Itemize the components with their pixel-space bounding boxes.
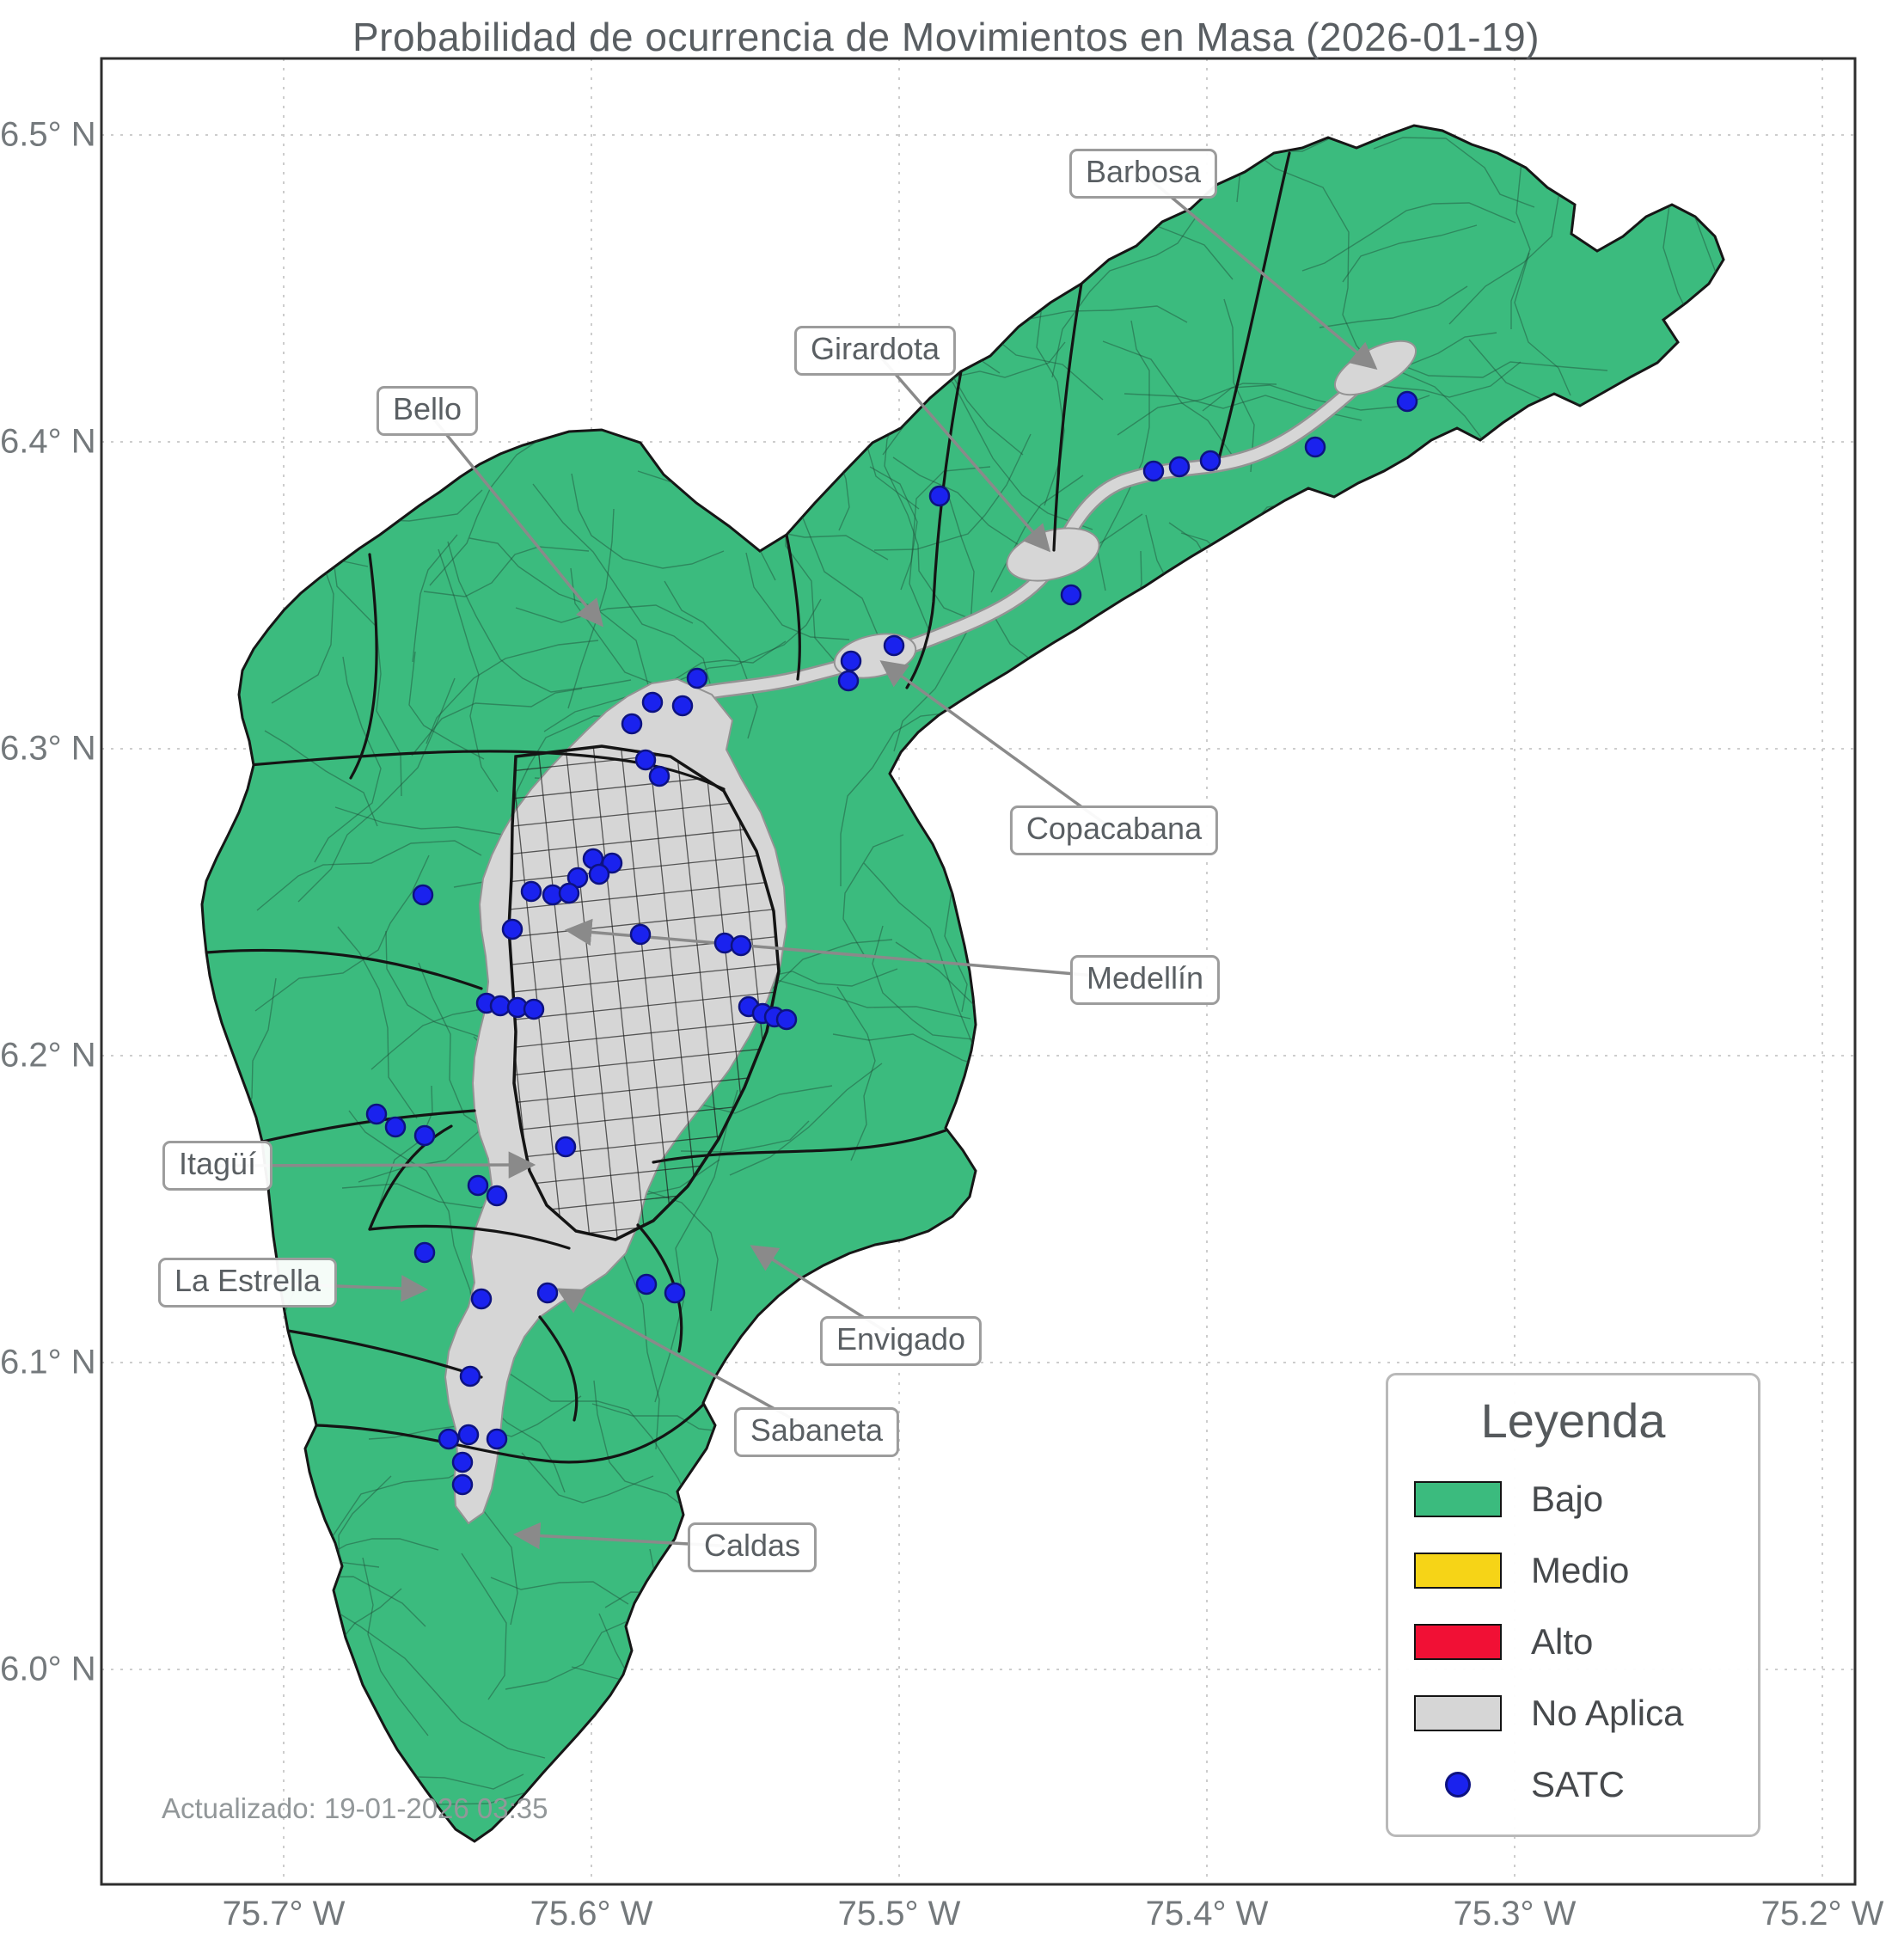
- satc-point: [883, 634, 905, 657]
- satc-point: [470, 1288, 493, 1310]
- satc-point: [459, 1365, 481, 1387]
- satc-point: [501, 918, 524, 940]
- x-tick-label: 75.6° W: [530, 1895, 653, 1932]
- satc-point: [634, 749, 657, 771]
- legend-title: Leyenda: [1480, 1393, 1666, 1448]
- legend-label-bajo: Bajo: [1531, 1479, 1604, 1519]
- y-tick-label: 6.0° N: [0, 1650, 96, 1688]
- annotation-label-caldas: Caldas: [687, 1522, 817, 1572]
- satc-point: [664, 1282, 686, 1304]
- legend-label-medio: Medio: [1531, 1550, 1630, 1590]
- satc-point: [486, 1428, 508, 1450]
- annotation-label-barbosa: Barbosa: [1068, 149, 1218, 199]
- satc-point: [730, 934, 752, 957]
- legend-item-bajo: Bajo: [1414, 1479, 1758, 1520]
- legend-item-medio: Medio: [1414, 1550, 1758, 1591]
- annotation-label-sabaneta: Sabaneta: [733, 1407, 900, 1457]
- satc-point: [413, 1124, 436, 1147]
- annotation-label-la-estrella: La Estrella: [157, 1258, 338, 1308]
- y-tick-label: 6.4° N: [0, 422, 96, 461]
- satc-point: [840, 650, 862, 672]
- annotation-arrow-medellin: [564, 918, 1146, 982]
- satc-point: [775, 1008, 798, 1031]
- annotation-arrow-bello: [426, 409, 603, 628]
- chart-title: Probabilidad de ocurrencia de Movimiento…: [352, 15, 1540, 59]
- satc-points: [365, 390, 1418, 1496]
- satc-point: [837, 670, 860, 692]
- plot-border: [100, 57, 1857, 1886]
- satc-point: [588, 863, 610, 885]
- annotation-label-copacabana: Copacabana: [1009, 805, 1219, 855]
- legend-swatch-bajo: [1414, 1481, 1502, 1517]
- annotation-label-medellin: Medellín: [1069, 955, 1221, 1005]
- x-tick-label: 75.2° W: [1760, 1895, 1884, 1932]
- satc-point: [412, 884, 434, 906]
- satc-point: [523, 998, 545, 1020]
- satc-point: [438, 1428, 460, 1450]
- satc-point: [365, 1103, 388, 1125]
- satc-point: [486, 1185, 508, 1207]
- satc-point: [641, 691, 664, 714]
- satc-point: [629, 923, 652, 946]
- municipality-borders: [205, 151, 1291, 1464]
- satc-point: [1142, 460, 1165, 482]
- y-tick-label: 6.1° N: [0, 1343, 96, 1381]
- satc-point: [520, 880, 542, 903]
- annotation-label-girardota: Girardota: [793, 326, 957, 376]
- legend-label-no-aplica: No Aplica: [1531, 1693, 1684, 1733]
- legend-item-satc: SATC: [1414, 1764, 1758, 1805]
- legend-item-no-aplica: No Aplica: [1414, 1693, 1758, 1734]
- updated-timestamp: Actualizado: 19-01-2026 03:35: [162, 1792, 548, 1824]
- annotation-arrow-barbosa: [1142, 172, 1378, 371]
- legend-label-alto: Alto: [1531, 1621, 1594, 1662]
- annotation-label-envigado: Envigado: [819, 1316, 983, 1366]
- annotation-label-bello: Bello: [376, 386, 479, 436]
- legend-items: Bajo Medio Alto No Aplica SATC: [1414, 1479, 1758, 1805]
- legend: Leyenda Bajo Medio Alto No Aplica SATC: [1386, 1373, 1760, 1837]
- satc-point: [635, 1273, 658, 1295]
- satc-point: [1060, 584, 1082, 606]
- y-tick-label: 6.2° N: [0, 1036, 96, 1075]
- satc-point: [671, 695, 694, 717]
- satc-point: [648, 765, 670, 787]
- legend-dot-satc: [1445, 1772, 1471, 1798]
- satc-point: [1396, 390, 1418, 413]
- satc-point: [413, 1241, 436, 1264]
- satc-point: [1168, 456, 1191, 478]
- satc-point: [621, 713, 643, 735]
- satc-point: [554, 1136, 577, 1158]
- satc-point: [558, 882, 580, 904]
- y-tick-label: 6.3° N: [0, 729, 96, 768]
- satc-point: [489, 995, 511, 1017]
- legend-item-alto: Alto: [1414, 1621, 1758, 1663]
- legend-label-satc: SATC: [1531, 1764, 1625, 1804]
- satc-point: [457, 1424, 480, 1446]
- annotation-arrow-girardota: [873, 349, 1051, 553]
- legend-dot-wrap: [1414, 1772, 1502, 1798]
- satc-point: [1199, 450, 1222, 472]
- legend-swatch-no-aplica: [1414, 1695, 1502, 1731]
- satc-point: [686, 667, 708, 689]
- legend-swatch-alto: [1414, 1624, 1502, 1660]
- satc-point: [536, 1282, 559, 1304]
- annotation-arrow-copacabana: [879, 660, 1116, 832]
- x-tick-label: 75.5° W: [837, 1895, 961, 1932]
- annotation-label-itagui: Itagüí: [162, 1141, 273, 1191]
- y-tick-label: 6.5° N: [0, 115, 96, 154]
- satc-point: [467, 1174, 489, 1197]
- satc-point: [451, 1473, 474, 1496]
- satc-point: [928, 485, 951, 507]
- satc-point: [451, 1451, 474, 1473]
- satc-point: [1304, 436, 1326, 458]
- x-tick-label: 75.7° W: [222, 1895, 346, 1932]
- x-tick-label: 75.3° W: [1453, 1895, 1577, 1932]
- urban-area-northwest: [306, 488, 373, 518]
- satc-point: [384, 1116, 407, 1138]
- x-tick-label: 75.4° W: [1145, 1895, 1269, 1932]
- legend-swatch-medio: [1414, 1553, 1502, 1589]
